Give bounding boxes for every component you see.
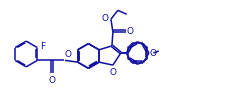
Text: O: O — [110, 68, 117, 77]
Text: F: F — [40, 42, 45, 51]
Text: O: O — [127, 26, 134, 36]
Text: O: O — [65, 50, 72, 59]
Text: O: O — [150, 49, 157, 57]
Text: O: O — [101, 14, 109, 23]
Text: O: O — [49, 76, 55, 85]
